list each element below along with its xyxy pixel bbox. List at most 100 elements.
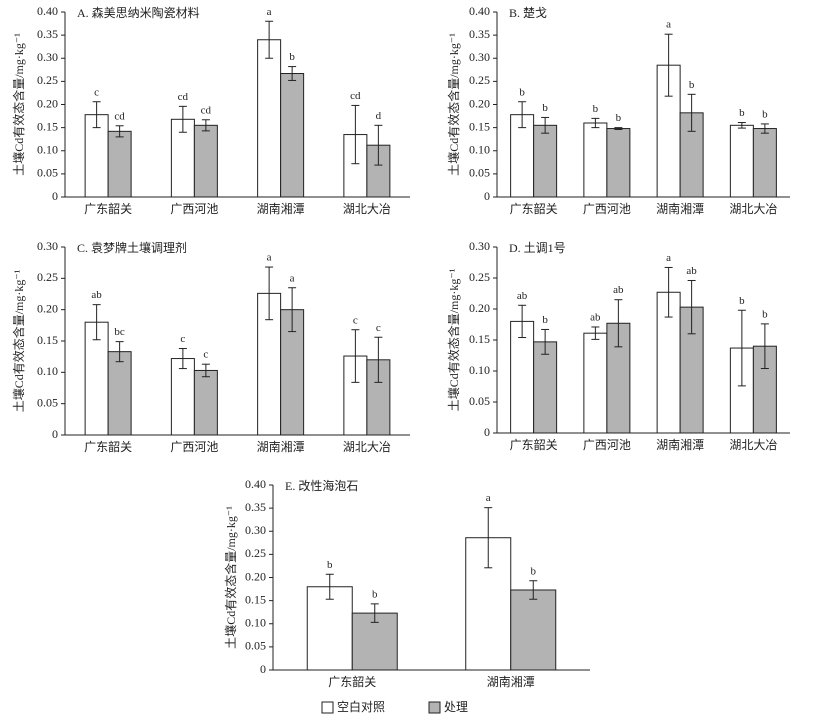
significance-letter: a <box>267 252 272 264</box>
panel-title: B. 楚戈 <box>509 6 547 20</box>
significance-letter: ab <box>686 265 697 277</box>
y-tick-label: 0.25 <box>245 546 266 560</box>
y-tick-label: 0.35 <box>37 27 58 41</box>
y-tick-label: 0.30 <box>37 50 58 64</box>
y-tick-label: 0.25 <box>469 270 490 284</box>
x-tick-label: 广东韶关 <box>510 437 558 452</box>
significance-letter: b <box>542 314 548 326</box>
significance-letter: cd <box>178 91 189 103</box>
y-axis-label: 土壤Cd有效态含量/mg·kg⁻¹ <box>11 33 26 176</box>
significance-letter: a <box>666 252 671 264</box>
significance-letter: c <box>353 314 358 326</box>
significance-letter: ab <box>91 289 102 301</box>
legend-swatch <box>428 701 441 714</box>
y-tick-label: 0.30 <box>245 523 266 537</box>
y-tick-label: 0.15 <box>469 119 490 133</box>
significance-letter: b <box>762 108 768 120</box>
y-tick-label: 0.30 <box>37 239 58 253</box>
y-tick-label: 0.15 <box>245 592 266 606</box>
y-tick-label: 0 <box>52 189 58 203</box>
y-tick-label: 0.10 <box>469 143 490 157</box>
significance-letter: b <box>689 79 695 91</box>
panel-title: C. 袁梦牌土壤调理剂 <box>77 240 187 255</box>
x-tick-label: 湖北大冶 <box>729 437 777 452</box>
y-tick-label: 0.05 <box>245 639 266 653</box>
x-tick-label: 湖北大冶 <box>343 439 391 454</box>
significance-letter: cd <box>114 110 125 122</box>
bar <box>583 332 608 434</box>
x-tick-label: 广东韶关 <box>84 201 132 216</box>
y-axis-label: 土壤Cd有效态含量/mg·kg⁻¹ <box>11 269 26 412</box>
x-tick-label: 湖南湘潭 <box>487 674 535 689</box>
significance-letter: bc <box>114 326 125 338</box>
y-tick-label: 0.10 <box>469 363 490 377</box>
significance-letter: b <box>616 112 622 124</box>
x-tick-label: 湖南湘潭 <box>656 201 704 216</box>
bar <box>533 341 558 434</box>
significance-letter: b <box>542 102 548 114</box>
bar <box>533 124 558 198</box>
legend-label: 处理 <box>444 700 468 714</box>
y-tick-label: 0.10 <box>37 143 58 157</box>
significance-letter: b <box>739 107 745 119</box>
significance-letter: ab <box>613 284 624 296</box>
bar <box>606 128 631 198</box>
significance-letter: b <box>531 565 537 577</box>
legend-swatch <box>321 701 334 714</box>
panel-title: D. 土调1号 <box>509 241 566 255</box>
y-axis-label: 土壤Cd有效态含量/mg·kg⁻¹ <box>446 268 461 411</box>
y-tick-label: 0.30 <box>469 239 490 253</box>
bar <box>306 586 353 671</box>
y-tick-label: 0 <box>484 189 490 203</box>
bar <box>752 128 777 198</box>
y-tick-label: 0.05 <box>37 166 58 180</box>
y-tick-label: 0.20 <box>245 569 266 583</box>
bar <box>280 73 305 198</box>
y-tick-label: 0.40 <box>245 477 266 491</box>
significance-letter: b <box>289 51 295 63</box>
y-tick-label: 0.40 <box>469 4 490 18</box>
significance-letter: b <box>372 588 378 600</box>
y-tick-label: 0 <box>260 662 266 676</box>
legend-label: 空白对照 <box>337 699 385 714</box>
bar <box>583 122 608 198</box>
y-tick-label: 0.05 <box>469 166 490 180</box>
significance-letter: a <box>666 19 671 31</box>
x-tick-label: 广西河池 <box>583 438 631 452</box>
bar <box>193 124 218 198</box>
bar <box>193 369 218 436</box>
significance-letter: cd <box>201 104 212 116</box>
y-tick-label: 0.20 <box>37 96 58 110</box>
significance-letter: b <box>593 103 599 115</box>
y-tick-label: 0 <box>52 427 58 441</box>
significance-letter: cd <box>350 90 361 102</box>
bar <box>729 124 754 198</box>
significance-letter: a <box>486 492 491 504</box>
y-tick-label: 0.15 <box>469 332 490 346</box>
y-tick-label: 0.25 <box>37 270 58 284</box>
x-tick-label: 广西河池 <box>583 202 631 216</box>
y-tick-label: 0.10 <box>37 364 58 378</box>
significance-letter: c <box>180 333 185 345</box>
bar <box>170 358 195 436</box>
x-tick-label: 湖北大冶 <box>343 201 391 216</box>
y-tick-label: 0.20 <box>37 301 58 315</box>
x-tick-label: 湖南湘潭 <box>257 439 305 454</box>
significance-letter: a <box>267 6 272 18</box>
bar <box>510 589 557 671</box>
bar <box>465 537 512 671</box>
significance-letter: b <box>519 86 525 98</box>
significance-letter: d <box>376 110 382 122</box>
y-tick-label: 0.25 <box>37 73 58 87</box>
x-tick-label: 湖南湘潭 <box>257 201 305 216</box>
y-tick-label: 0.15 <box>37 119 58 133</box>
y-axis-label: 土壤Cd有效态含量/mg·kg⁻¹ <box>223 506 238 649</box>
x-tick-label: 广西河池 <box>170 440 218 454</box>
y-tick-label: 0.15 <box>37 333 58 347</box>
significance-letter: ab <box>517 290 528 302</box>
y-tick-label: 0.10 <box>245 616 266 630</box>
y-tick-label: 0.40 <box>37 4 58 18</box>
significance-letter: a <box>290 272 295 284</box>
x-tick-label: 广东韶关 <box>510 201 558 216</box>
